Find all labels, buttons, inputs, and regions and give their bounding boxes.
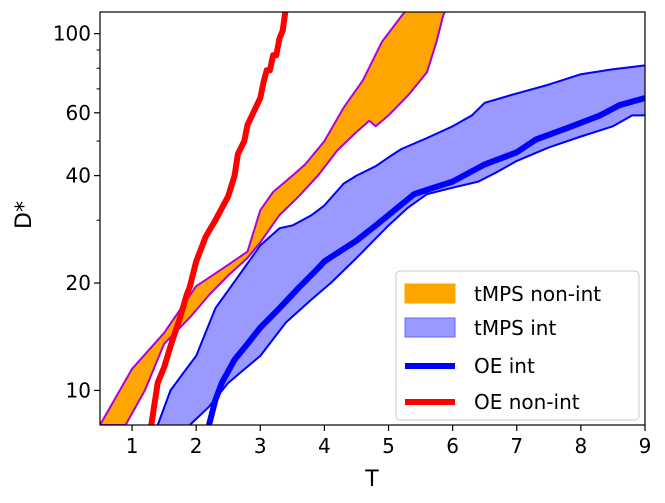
plot-frame: [99, 11, 646, 426]
x-tick-label-3: 3: [254, 434, 267, 458]
legend-label-oe-non-int: OE non-int: [474, 390, 580, 414]
legend: tMPS non-int tMPS int OE int OE non-int: [395, 270, 640, 421]
legend-label-oe-int: OE int: [474, 354, 535, 378]
x-tick-label-7: 7: [510, 434, 523, 458]
line-oe-int: [206, 95, 645, 425]
x-tick-label-5: 5: [382, 434, 395, 458]
x-axis-label: T: [364, 467, 379, 492]
y-tick-label-60: 60: [66, 101, 91, 125]
y-axis-label: D*: [12, 201, 37, 229]
legend-frame: [395, 270, 640, 421]
line-oe-non-int: [148, 12, 289, 425]
band-tmps-int-upper-edge: [156, 64, 645, 425]
band-tmps-int: [157, 65, 645, 425]
y-tick-label-40: 40: [66, 164, 91, 188]
band-tmps-int-lower-edge: [189, 114, 645, 425]
y-tick-label-100: 100: [53, 22, 91, 46]
x-tick-label-9: 9: [639, 434, 652, 458]
x-tick-label-8: 8: [575, 434, 588, 458]
band-tmps-non-int: [100, 12, 445, 425]
x-tick-label-1: 1: [126, 434, 139, 458]
legend-swatch-tmps-int: [404, 317, 456, 338]
legend-label-tmps-int: tMPS int: [474, 316, 556, 340]
x-tick-label-6: 6: [446, 434, 459, 458]
legend-swatch-tmps-non-int: [404, 283, 456, 304]
legend-label-tmps-non-int: tMPS non-int: [474, 282, 601, 306]
x-tick-label-4: 4: [318, 434, 331, 458]
series-layer: [100, 12, 645, 425]
y-tick-label-20: 20: [66, 271, 91, 295]
x-tick-label-2: 2: [190, 434, 203, 458]
y-tick-label-10: 10: [66, 378, 91, 402]
tick-layer: 1 2 3 4 5 6 7 8 9 10 20 40 60 100: [53, 22, 652, 458]
